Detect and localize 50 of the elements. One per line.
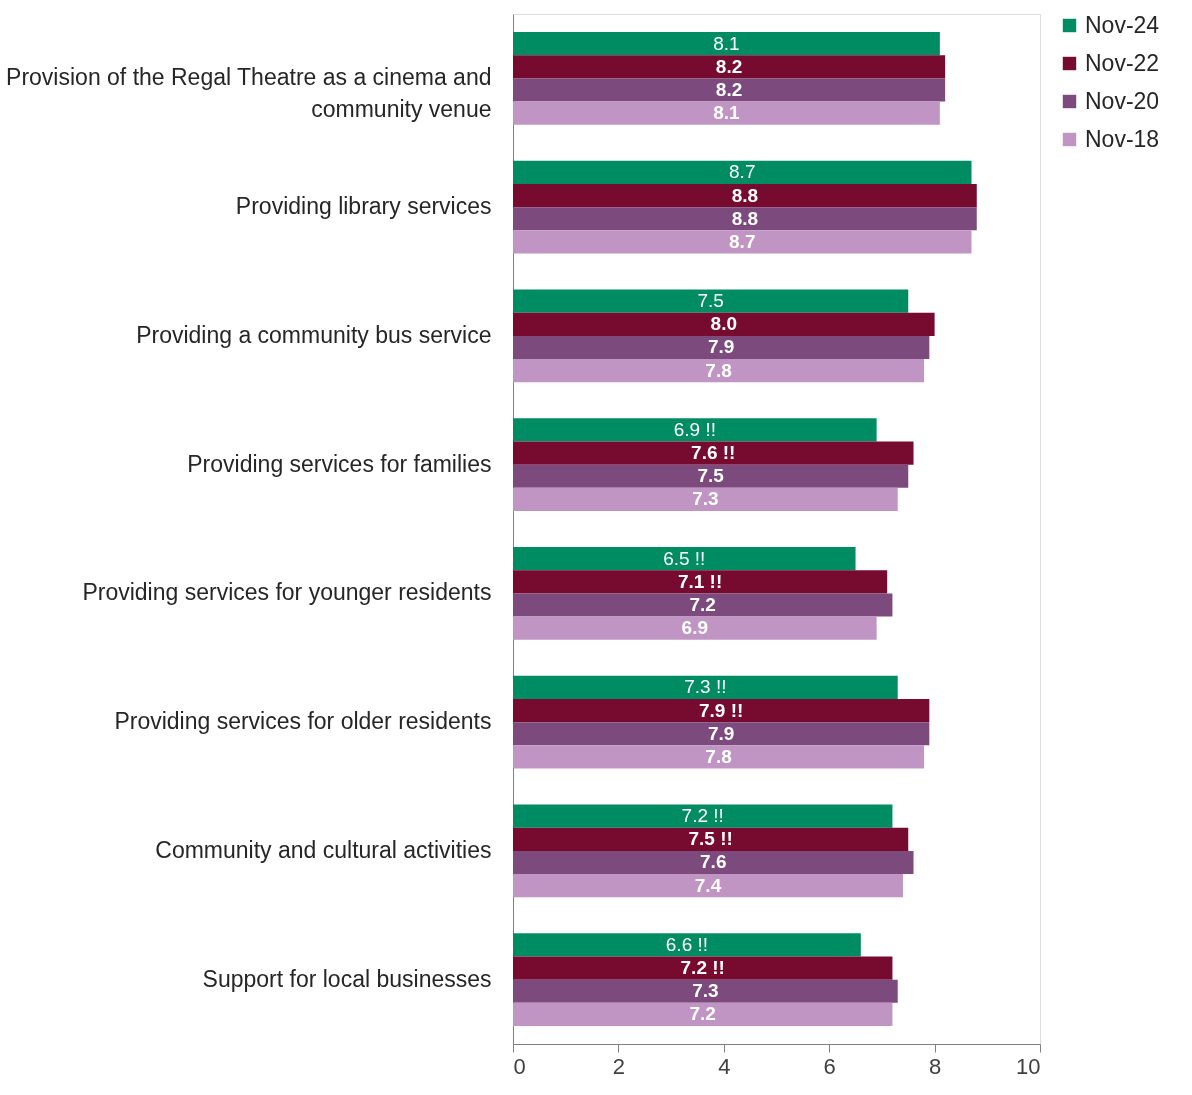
data-label: 6.9 [681, 617, 709, 639]
data-label: 8.2 [715, 55, 743, 77]
y-tick-label: Providing services for families [187, 450, 492, 477]
data-label: 7.8 [705, 359, 732, 381]
data-label: 7.3 [692, 488, 719, 510]
data-label: 7.3 [692, 980, 719, 1002]
x-tick-label: 10 [1016, 1053, 1041, 1079]
x-tick-label: 2 [612, 1053, 626, 1079]
y-tick-label: Community and cultural activities [155, 836, 492, 863]
data-label: 7.1 !! [677, 570, 723, 592]
data-label: 7.4 [694, 874, 722, 896]
data-label: 7.6 [700, 851, 727, 873]
x-tick-label: 6 [823, 1053, 836, 1079]
data-label: 7.2 [689, 593, 716, 615]
data-label: 8.0 [710, 313, 738, 335]
y-tick-label: Support for local businesses [202, 965, 492, 992]
data-label: 7.2 !! [680, 957, 725, 979]
data-label: 7.2 !! [681, 805, 724, 827]
y-tick-label: Providing services for older residents [114, 708, 492, 735]
legend-label: Nov-18 [1085, 125, 1160, 152]
y-tick-label: Providing library services [235, 193, 492, 220]
data-label: 8.2 [715, 78, 743, 100]
legend-label: Nov-24 [1085, 11, 1160, 38]
data-label: 7.9 [707, 722, 735, 744]
data-label: 8.8 [731, 184, 759, 206]
data-label: 7.8 [705, 745, 732, 767]
y-tick-label: Providing services for younger residents [82, 579, 492, 606]
data-label: 8.7 [729, 230, 756, 252]
x-tick-label: 8 [928, 1053, 942, 1079]
data-label: 8.1 [713, 32, 740, 54]
data-label: 7.5 !! [688, 828, 733, 850]
data-label: 7.2 [689, 1003, 716, 1025]
data-label: 8.8 [731, 207, 759, 229]
data-label: 8.7 [729, 161, 756, 183]
data-label: 6.5 !! [663, 547, 706, 569]
data-label: 7.3 !! [684, 676, 727, 698]
x-tick-label: 0 [513, 1053, 526, 1079]
data-label: 7.5 [697, 465, 725, 487]
data-label: 8.1 [713, 102, 741, 124]
y-tick-label: Providing a community bus service [136, 321, 492, 348]
data-label: 7.5 [697, 290, 724, 312]
data-label: 7.6 !! [691, 442, 736, 464]
y-tick-label: Provision of the Regal Theatre as a cinema and community venue [6, 64, 492, 123]
data-label: 6.6 !! [665, 933, 709, 955]
legend-label: Nov-20 [1085, 87, 1160, 114]
legend-label: Nov-22 [1085, 49, 1160, 76]
data-label: 7.9 [707, 336, 735, 358]
data-label: 7.9 !! [698, 699, 744, 721]
data-label: 6.9 !! [673, 418, 716, 440]
x-tick-label: 4 [718, 1053, 731, 1079]
